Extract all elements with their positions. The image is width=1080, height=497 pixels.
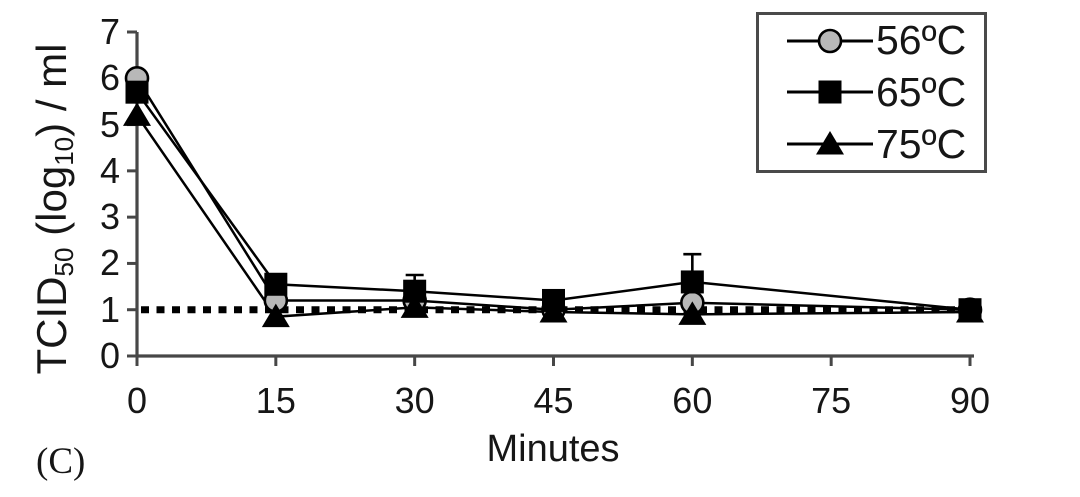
square-marker — [125, 80, 149, 104]
x-tick-label: 75 — [811, 380, 852, 421]
legend-label: 56ºC — [876, 17, 967, 64]
x-tick-label: 0 — [126, 380, 148, 421]
x-tick-label: 15 — [255, 380, 296, 421]
legend-circle-marker-icon — [787, 28, 873, 54]
square-marker — [403, 279, 427, 303]
x-tick-label: 90 — [949, 380, 991, 421]
legend-square-marker-icon — [787, 80, 873, 104]
panel-letter-label: (C) — [36, 441, 86, 482]
y-tick-label: 1 — [99, 288, 120, 330]
triangle-marker — [123, 102, 151, 126]
legend-item: 56ºC — [787, 17, 984, 64]
x-tick-label: 45 — [533, 380, 574, 421]
x-tick-label: 60 — [672, 380, 713, 421]
y-tick-label: 5 — [99, 103, 120, 145]
series-line-circle — [135, 77, 971, 311]
legend-box: 56ºC 65ºC 75ºC — [756, 12, 987, 173]
y-tick-label: 4 — [99, 149, 120, 191]
legend-label: 65ºC — [876, 68, 967, 115]
y-tick-label: 2 — [99, 242, 120, 284]
legend-label: 75ºC — [876, 120, 967, 167]
legend-item: 65ºC — [787, 68, 984, 115]
y-tick-label: 3 — [99, 196, 120, 238]
y-tick-label: 7 — [99, 11, 120, 52]
square-marker — [680, 270, 704, 294]
y-tick-label: 6 — [99, 57, 120, 99]
triangle-marker — [400, 294, 429, 318]
triangle-marker — [678, 301, 707, 325]
square-marker — [542, 288, 565, 312]
y-tick-label: 0 — [99, 335, 120, 376]
legend-item: 75ºC — [787, 120, 984, 167]
triangle-marker — [261, 303, 290, 328]
series-line-square — [135, 91, 971, 311]
square-marker — [264, 272, 288, 296]
x-tick-label: 30 — [394, 380, 435, 421]
legend-triangle-marker-icon — [787, 131, 873, 155]
square-marker — [958, 298, 982, 322]
x-axis-label: Minutes — [486, 428, 620, 470]
